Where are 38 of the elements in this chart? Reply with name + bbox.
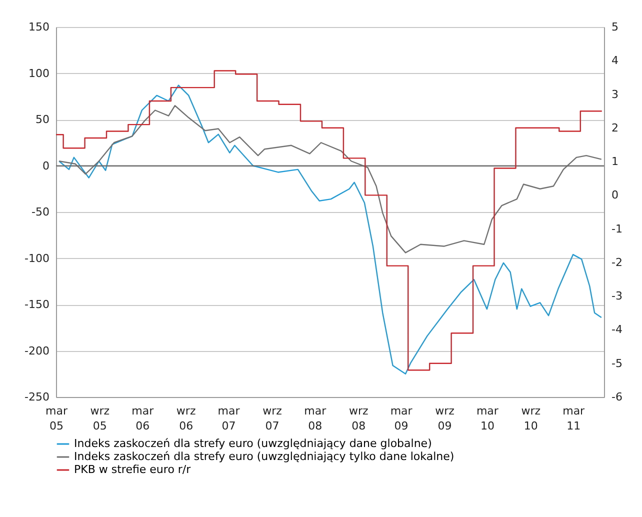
y2-tick-label: 0 [612,188,618,202]
y-tick-label: -100 [24,252,50,265]
x-tick-label: wrz 05 [90,404,110,432]
x-tick-label: wrz 07 [262,404,282,432]
y-tick-label: -50 [32,206,50,218]
y2-tick-label: 2 [612,121,618,134]
x-tick-label: mar 11 [562,404,586,432]
y2-tick-label: -5 [612,356,622,370]
x-tick-label: wrz 09 [435,404,455,432]
y2-tick-label: 5 [612,20,618,34]
line-series [58,105,602,254]
x-tick-label: mar 09 [390,404,413,432]
y2-tick-label: 1 [612,155,618,168]
y2-tick-label: -3 [612,290,622,303]
x-tick-label: mar 06 [132,404,154,432]
y-tick-label: 50 [36,113,50,126]
y-tick-label: 100 [28,66,50,80]
y-tick-label: 150 [28,20,50,34]
x-tick-label: wrz 06 [176,404,196,432]
y-tick-label: -250 [24,390,50,404]
x-tick-label: wrz 10 [521,404,541,432]
x-tick-label: mar 10 [476,404,499,432]
legend-label: PKB w strefie euro r/r [74,463,192,476]
y2-tick-label: -6 [612,390,622,404]
x-tick-label: mar 08 [304,404,327,432]
x-tick-label: mar 05 [46,404,68,432]
x-tick-label: wrz 08 [348,404,368,432]
y2-tick-label: 4 [612,54,618,68]
legend-label: Indeks zaskoczeń dla strefy euro (uwzględniający dane globalne) [74,437,432,450]
y-tick-label: -150 [24,298,50,311]
y2-tick-label: -2 [612,256,622,269]
x-tick-label: mar 07 [218,404,240,432]
y2-tick-label: -4 [612,323,622,336]
y-tick-label: -200 [24,344,50,358]
y2-tick-label: -1 [612,222,622,236]
legend-label: Indeks zaskoczeń dla strefy euro (uwzględniający tylko dane lokalne) [74,450,454,463]
y-tick-label: 0 [42,159,50,172]
y2-tick-label: 3 [612,88,618,101]
